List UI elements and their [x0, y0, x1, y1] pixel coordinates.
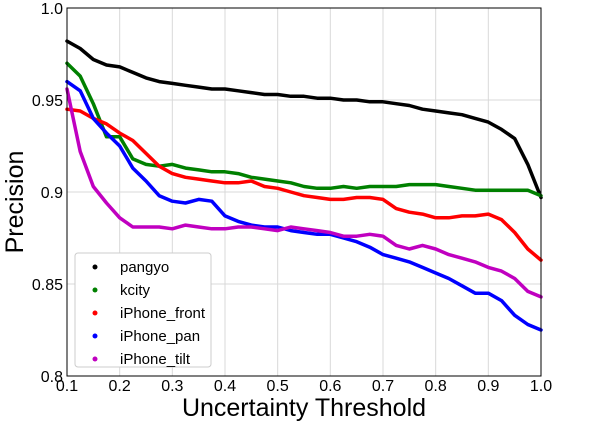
legend-marker [92, 287, 98, 293]
legend-marker [92, 356, 98, 362]
legend-label: iPhone_pan [120, 328, 200, 345]
y-tick-label: 0.8 [41, 369, 63, 386]
x-tick-label: 0.2 [109, 378, 131, 395]
series-line-iphone-pan [65, 79, 543, 332]
series-line-pangyo [65, 39, 543, 200]
y-tick-label: 1.0 [41, 1, 63, 18]
legend-marker [92, 333, 98, 339]
series-line-iphone-tilt [65, 87, 543, 299]
legend-label: iPhone_tilt [120, 351, 191, 368]
legend-marker [92, 310, 98, 316]
x-tick-label: 0.9 [477, 378, 499, 395]
x-tick-label: 0.8 [425, 378, 447, 395]
legend-label: kcity [120, 282, 151, 299]
x-tick-label: 0.6 [319, 378, 341, 395]
y-tick-label: 0.9 [41, 185, 63, 202]
x-tick-label: 1.0 [530, 378, 552, 395]
series-line-kcity [65, 61, 543, 198]
y-tick-label: 0.85 [32, 277, 63, 294]
x-tick-label: 0.4 [214, 378, 236, 395]
series-line-iphone-front [65, 107, 543, 262]
legend-label: pangyo [120, 259, 169, 276]
x-axis-label: Uncertainty Threshold [182, 394, 426, 422]
legend-box [74, 252, 212, 368]
y-axis-label: Precision [1, 151, 29, 254]
y-tick-label: 0.95 [32, 93, 63, 110]
legend: pangyo kcity iPhone_front iPhone_pan iPhone_… [74, 252, 212, 368]
x-tick-label: 0.3 [161, 378, 183, 395]
legend-marker [92, 264, 98, 270]
plot-frame [66, 7, 542, 377]
x-tick-label: 0.1 [56, 378, 78, 395]
tick-labels: 0.1 0.2 0.3 0.4 0.5 0.6 0.7 0.8 0.9 1.0 0.8 0.85 0.9… [32, 1, 552, 395]
legend-label: iPhone_front [120, 305, 206, 322]
x-tick-label: 0.7 [372, 378, 394, 395]
series-lines [65, 39, 543, 332]
x-tick-label: 0.5 [267, 378, 289, 395]
